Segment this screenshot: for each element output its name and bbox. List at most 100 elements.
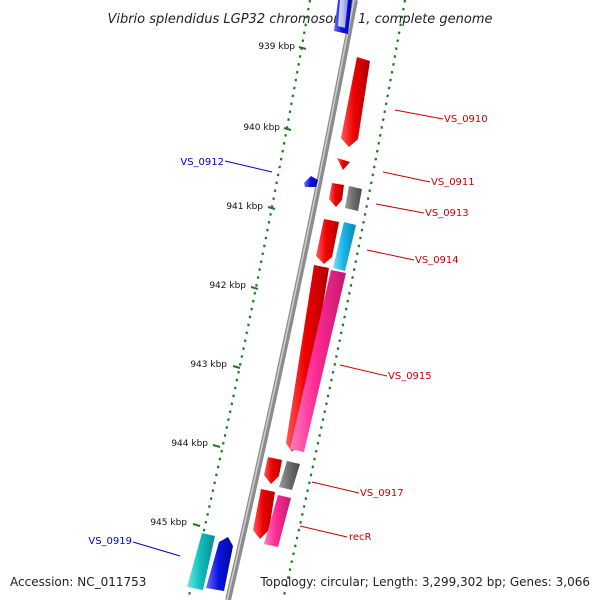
minor-tick [386,94,389,98]
major-tick [192,523,201,527]
minor-tick [285,583,288,587]
gene-label-vs0910[interactable]: VS_0910 [444,114,488,125]
major-tick [250,286,259,290]
gene-label-vs0919[interactable]: VS_0919 [88,536,132,547]
minor-tick [269,212,272,216]
major-tick [298,46,307,50]
gene-vs0917[interactable] [279,461,300,490]
minor-tick [305,15,309,19]
gene-vs0915[interactable] [290,270,346,452]
minor-tick [275,181,278,185]
gene-vs0910[interactable] [341,57,370,147]
chromosome-backbone [225,0,358,600]
minor-tick [369,181,373,185]
leader-vs0915 [339,364,388,377]
major-tick [212,444,221,448]
minor-tick [293,544,297,548]
gene-label-vs0917[interactable]: VS_0917 [360,488,404,499]
minor-tick [232,394,235,398]
minor-tick [351,276,354,279]
minor-tick [228,410,232,414]
minor-tick [297,528,301,532]
minor-tick [396,39,400,43]
minor-tick [208,505,211,508]
gene-red-reverse[interactable] [264,457,282,484]
minor-tick [248,315,252,319]
leader-recr [299,525,348,538]
minor-tick [298,55,302,58]
minor-tick [374,157,378,161]
minor-tick [338,339,341,343]
gene-vs0914[interactable] [333,222,356,271]
gene-label-vs0914[interactable]: VS_0914 [415,255,459,266]
minor-tick [346,299,350,303]
minor-tick [333,362,337,366]
minor-tick [247,323,250,327]
minor-tick [354,260,358,264]
minor-tick [343,315,346,319]
gene-label-vs0913[interactable]: VS_0913 [425,208,469,219]
gene-label-recr[interactable]: recR [349,532,372,543]
minor-tick [188,591,191,595]
minor-tick [328,386,332,390]
gene-red-reverse[interactable] [316,219,339,264]
minor-tick [237,370,240,374]
minor-tick [331,370,335,374]
minor-tick [288,568,292,572]
minor-tick [218,457,222,461]
minor-tick [313,457,316,461]
minor-tick [222,441,225,445]
kbp-label-940: 940 kbp [243,123,280,133]
gene-vs0912[interactable] [304,176,318,187]
reverse-strand-genes [187,176,344,591]
minor-tick [292,552,295,556]
minor-tick [362,220,365,224]
minor-tick [250,307,253,311]
minor-tick [235,378,239,382]
accession-text: Accession: NC_011753 [10,575,146,589]
gene-red-reverse[interactable] [329,183,344,207]
gene-red-reverse[interactable] [286,265,329,452]
gene-label-vs0915[interactable]: VS_0915 [388,371,432,382]
gene-recr[interactable] [264,495,291,547]
minor-tick [306,489,309,493]
kbp-label-945: 945 kbp [150,518,187,528]
minor-tick [211,489,215,493]
gene-vs0913[interactable] [345,186,362,211]
gene-vs0919-companion[interactable] [187,533,215,590]
gene-vs0919[interactable] [206,537,233,591]
minor-tick [290,560,294,564]
gene-vs0911[interactable] [337,158,350,170]
minor-tick [281,149,284,153]
minor-tick [330,378,333,382]
gene-labels: VS_0910 VS_0911 VS_0912 VS_0913 VS_0914 … [88,114,487,547]
major-tick [283,127,292,131]
gene-top-white[interactable] [338,0,348,28]
minor-tick [238,362,242,366]
gene-label-vs0912[interactable]: VS_0912 [180,157,224,168]
minor-tick [301,512,304,516]
genome-summary-text: Topology: circular; Length: 3,299,302 bp… [259,575,590,589]
minor-tick [304,23,307,27]
minor-tick [213,481,216,485]
minor-tick [359,236,362,240]
minor-tick [397,31,401,35]
minor-tick [344,307,348,311]
kbp-label-939: 939 kbp [258,42,295,52]
label-leaders [132,109,444,557]
minor-tick [309,473,313,477]
minor-tick [304,497,308,501]
minor-tick [253,291,257,295]
gene-label-vs0911[interactable]: VS_0911 [431,177,475,188]
minor-tick [276,173,280,177]
minor-tick [295,536,299,540]
kbp-label-944: 944 kbp [171,439,208,449]
major-tick [232,365,241,369]
minor-tick [206,512,209,516]
minor-tick [326,394,330,398]
minor-tick [255,283,258,287]
minor-tick [282,141,286,145]
minor-tick [266,228,269,232]
minor-tick [308,481,311,485]
minor-tick [240,355,244,358]
